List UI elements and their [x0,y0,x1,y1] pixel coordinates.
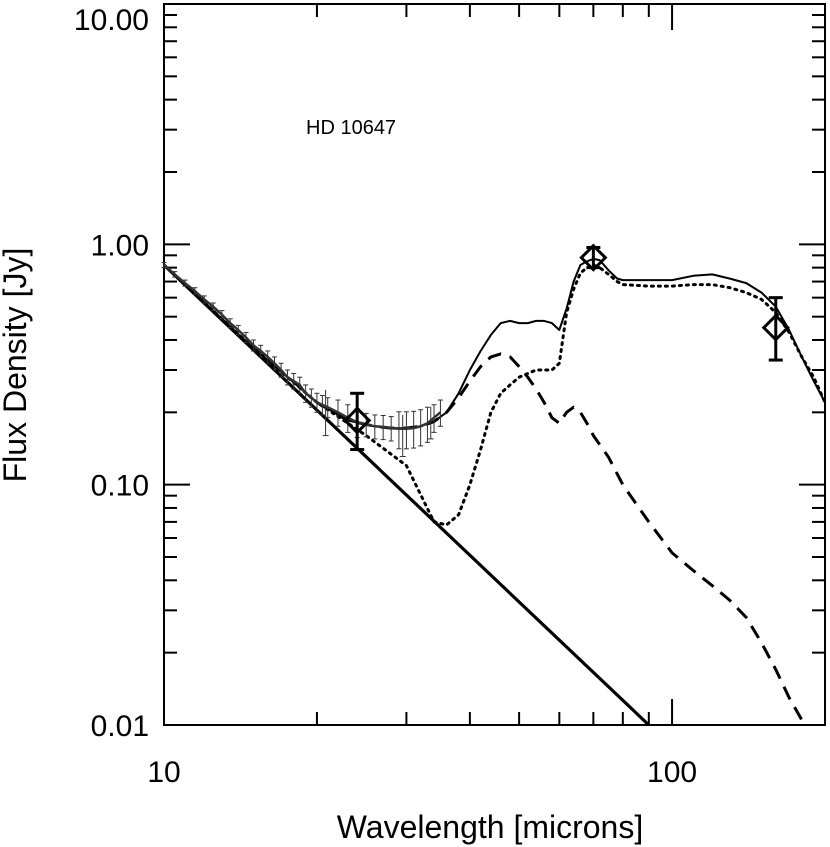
series-line-warm-dust-component [316,352,804,721]
x-axis-title: Wavelength [microns] [337,809,643,845]
y-tick-label: 10.00 [74,4,149,37]
plot-frame [163,3,826,726]
model-curves [164,257,825,725]
y-tick-label: 1.00 [91,229,149,262]
series-line-cold-dust-component [164,263,825,527]
x-tick-label: 10 [147,756,180,789]
y-tick-label: 0.01 [91,710,149,743]
y-axis-title: Flux Density [Jy] [0,248,33,483]
photometry-diamond [579,243,608,272]
photometry-diamond [343,406,372,435]
plot-border [163,3,826,726]
axis-tick-labels: 10 100 0.01 0.10 1.00 10.00 [74,4,697,789]
x-tick-label: 100 [647,756,697,789]
photometry-points [343,243,790,452]
star-name-annotation: HD 10647 [306,117,396,139]
spectrum-line [163,264,442,430]
axis-ticks [163,3,826,726]
y-tick-label: 0.10 [91,470,149,503]
photometry-diamond [761,313,790,342]
